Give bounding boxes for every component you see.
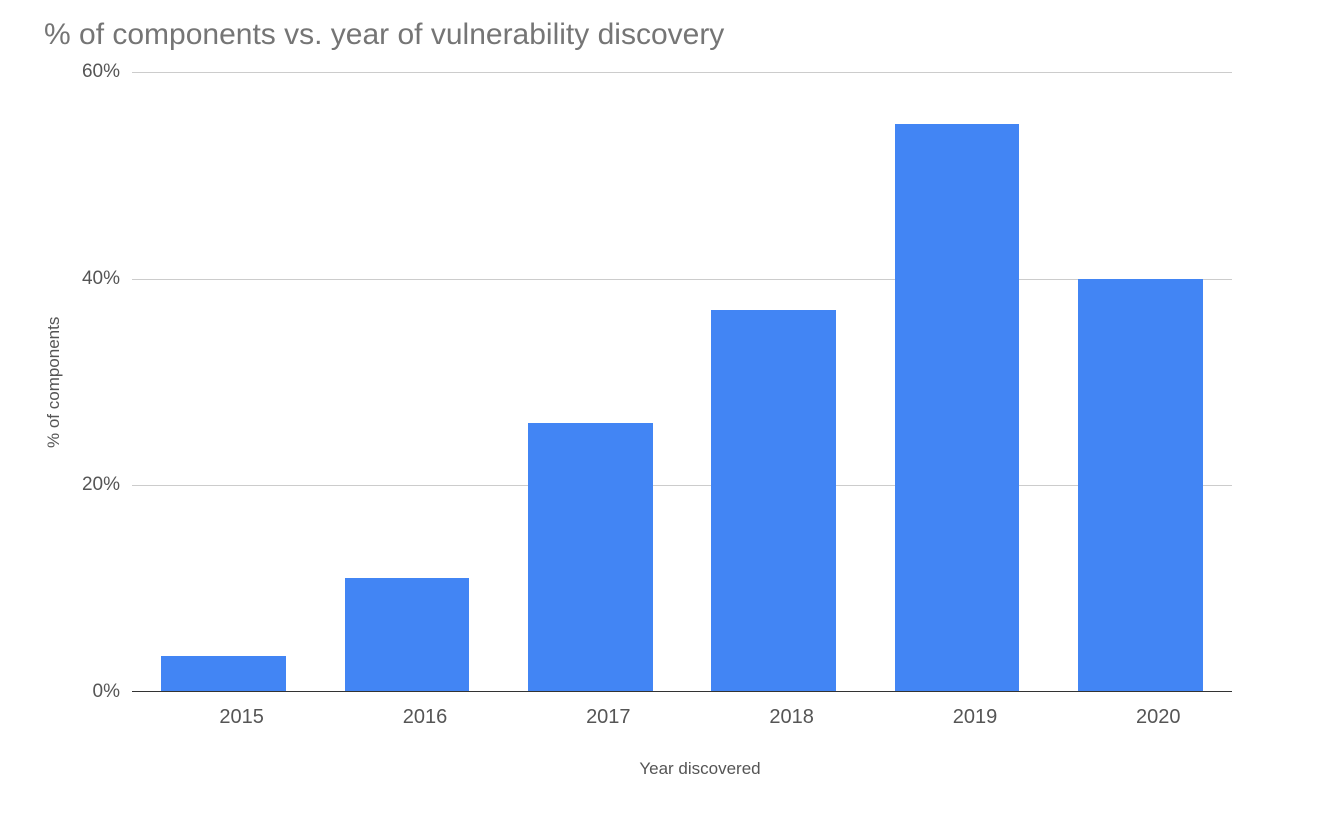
x-tick-label: 2016 <box>333 706 516 729</box>
x-tick-label: 2018 <box>700 706 883 729</box>
chart-title: % of components vs. year of vulnerabilit… <box>44 18 1280 52</box>
y-tick-label: 40% <box>74 268 132 290</box>
y-axis-label: % of components <box>40 72 68 692</box>
bar <box>345 578 470 692</box>
plot-wrap: % of components 0%20%40%60% <box>40 72 1280 692</box>
x-tick-label: 2015 <box>150 706 333 729</box>
y-tick-label: 60% <box>74 61 132 83</box>
y-tick-label: 0% <box>74 681 132 703</box>
bar <box>711 310 836 692</box>
bar-slot <box>315 72 498 692</box>
bars-group <box>132 72 1232 692</box>
y-axis-ticks: 0%20%40%60% <box>74 72 132 692</box>
x-tick-label: 2020 <box>1067 706 1250 729</box>
bar <box>528 423 653 692</box>
bar-slot <box>682 72 865 692</box>
bar <box>161 656 286 692</box>
bar-slot <box>132 72 315 692</box>
plot-area <box>132 72 1232 692</box>
x-tick-label: 2017 <box>517 706 700 729</box>
bar-slot <box>1049 72 1232 692</box>
x-tick-label: 2019 <box>883 706 1066 729</box>
bar-slot <box>499 72 682 692</box>
x-axis-baseline <box>132 691 1232 692</box>
y-tick-label: 20% <box>74 474 132 496</box>
bar <box>895 124 1020 692</box>
bar <box>1078 279 1203 692</box>
x-axis-label: Year discovered <box>150 759 1250 779</box>
bar-chart: % of components vs. year of vulnerabilit… <box>40 18 1280 779</box>
bar-slot <box>865 72 1048 692</box>
x-axis-ticks: 201520162017201820192020 <box>150 706 1250 729</box>
